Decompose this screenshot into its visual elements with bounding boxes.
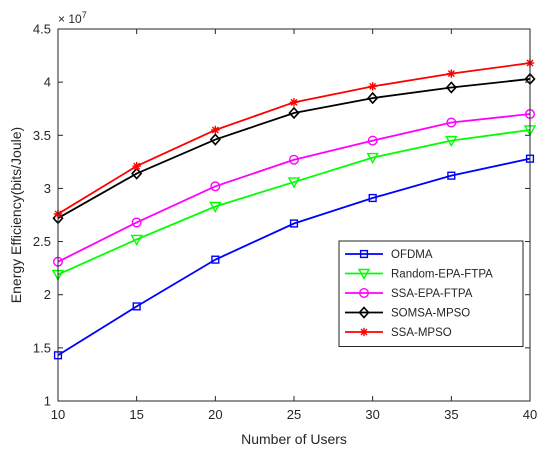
data-point-ssa-epa-ftpa-35 (446, 117, 457, 128)
y-axis-label: Energy Efficiency(bits/Joule) (8, 127, 24, 303)
data-point-ssa-mpso-30 (368, 82, 377, 91)
x-tick-label: 35 (444, 407, 458, 422)
legend-label-somsa-mpso: SOMSA-MPSO (391, 308, 470, 320)
data-point-somsa-mpso-25 (288, 106, 300, 120)
legend-marker-ssa-mpso-stroke-3 (360, 328, 368, 336)
legend-item-random-epa-ftpa: Random-EPA-FTPA (345, 269, 493, 281)
y-tick-label: 1 (44, 394, 51, 409)
legend-item-ssa-epa-ftpa: SSA-EPA-FTPA (345, 288, 473, 300)
series-line-somsa-mpso (57, 78, 531, 219)
y-tick-label: 3.5 (33, 128, 51, 143)
legend-marker-ssa-epa-ftpa (359, 288, 370, 299)
series-ssa-epa-ftpa (53, 109, 536, 267)
legend-item-somsa-mpso: SOMSA-MPSO (345, 306, 470, 320)
legend-marker-somsa-mpso (358, 306, 370, 319)
data-point-ssa-epa-ftpa-15 (131, 217, 142, 228)
data-point-ssa-mpso-25 (289, 98, 299, 107)
legend-label-random-epa-ftpa: Random-EPA-FTPA (391, 269, 493, 281)
legend-marker-random-epa-ftpa (357, 268, 371, 280)
x-tick-label: 20 (208, 407, 222, 422)
data-point-ssa-mpso-25-stroke-3 (290, 98, 298, 106)
data-point-ssa-mpso-20-stroke-3 (211, 126, 219, 134)
data-point-ofdma-20 (211, 255, 220, 264)
data-point-random-epa-ftpa-35 (445, 135, 458, 148)
y-tick-label: 4.5 (33, 22, 51, 37)
x-tick-label: 25 (287, 407, 301, 422)
data-point-random-epa-ftpa-20 (209, 201, 222, 213)
y-tick-label: 4 (44, 75, 51, 90)
data-point-ssa-mpso-15 (132, 161, 141, 171)
data-point-ofdma-25 (289, 219, 299, 228)
data-point-random-epa-ftpa-25 (287, 177, 301, 189)
series-layer (51, 58, 537, 360)
axes-layer: 10 15 20 25 30 35 40 1 1.5 2 2.5 3 3.5 4 4.5 × 107 Numbe… (8, 10, 537, 447)
legend-label-ssa-epa-ftpa: SSA-EPA-FTPA (391, 288, 473, 300)
data-point-somsa-mpso-20 (209, 133, 221, 146)
data-point-somsa-mpso-15 (131, 167, 143, 180)
data-point-ofdma-15 (132, 302, 141, 311)
x-tick-label: 10 (51, 407, 65, 422)
data-point-somsa-mpso-30 (367, 91, 379, 105)
data-point-somsa-mpso-35 (445, 81, 457, 94)
series-line-ofdma (57, 157, 531, 357)
legend-label-ofdma: OFDMA (391, 249, 433, 261)
y-tick-label: 2 (44, 287, 51, 302)
y-exponent-label: × 107 (58, 10, 87, 26)
y-tick-label: 3 (44, 181, 51, 196)
data-point-ssa-epa-ftpa-25 (289, 154, 300, 165)
data-point-ssa-mpso-15-stroke-3 (133, 162, 141, 170)
legend-label-ssa-mpso: SSA-MPSO (391, 327, 452, 339)
data-point-random-epa-ftpa-30 (366, 152, 379, 165)
data-point-ssa-mpso-20 (211, 125, 220, 135)
legend-item-ssa-mpso: SSA-MPSO (345, 327, 452, 339)
legend: OFDMA Random-EPA-FTPA SSA-EPA-FTPA SOMSA-MP… (338, 240, 524, 347)
data-point-ofdma-30 (368, 193, 377, 203)
data-point-ssa-epa-ftpa-20 (210, 181, 221, 192)
x-tick-label: 30 (365, 407, 379, 422)
data-point-ssa-mpso-35 (447, 69, 456, 78)
data-point-ssa-mpso-35-stroke-3 (447, 70, 455, 78)
x-tick-label: 15 (129, 407, 143, 422)
x-tick-label: 40 (523, 407, 537, 422)
y-tick-label: 2.5 (33, 234, 51, 249)
legend-item-ofdma: OFDMA (345, 249, 433, 261)
series-line-ssa-epa-ftpa (57, 113, 531, 263)
data-point-ssa-epa-ftpa-30 (367, 135, 378, 146)
legend-marker-ssa-mpso (359, 327, 369, 337)
data-point-ofdma-35 (447, 171, 456, 180)
legend-marker-ofdma (359, 249, 369, 259)
data-point-random-epa-ftpa-15 (130, 234, 143, 246)
series-random-epa-ftpa (51, 125, 537, 281)
series-line-random-epa-ftpa (57, 129, 531, 276)
data-point-ssa-mpso-30-stroke-3 (369, 82, 377, 90)
y-tick-label: 1.5 (33, 340, 51, 355)
x-axis-label: Number of Users (241, 431, 347, 447)
